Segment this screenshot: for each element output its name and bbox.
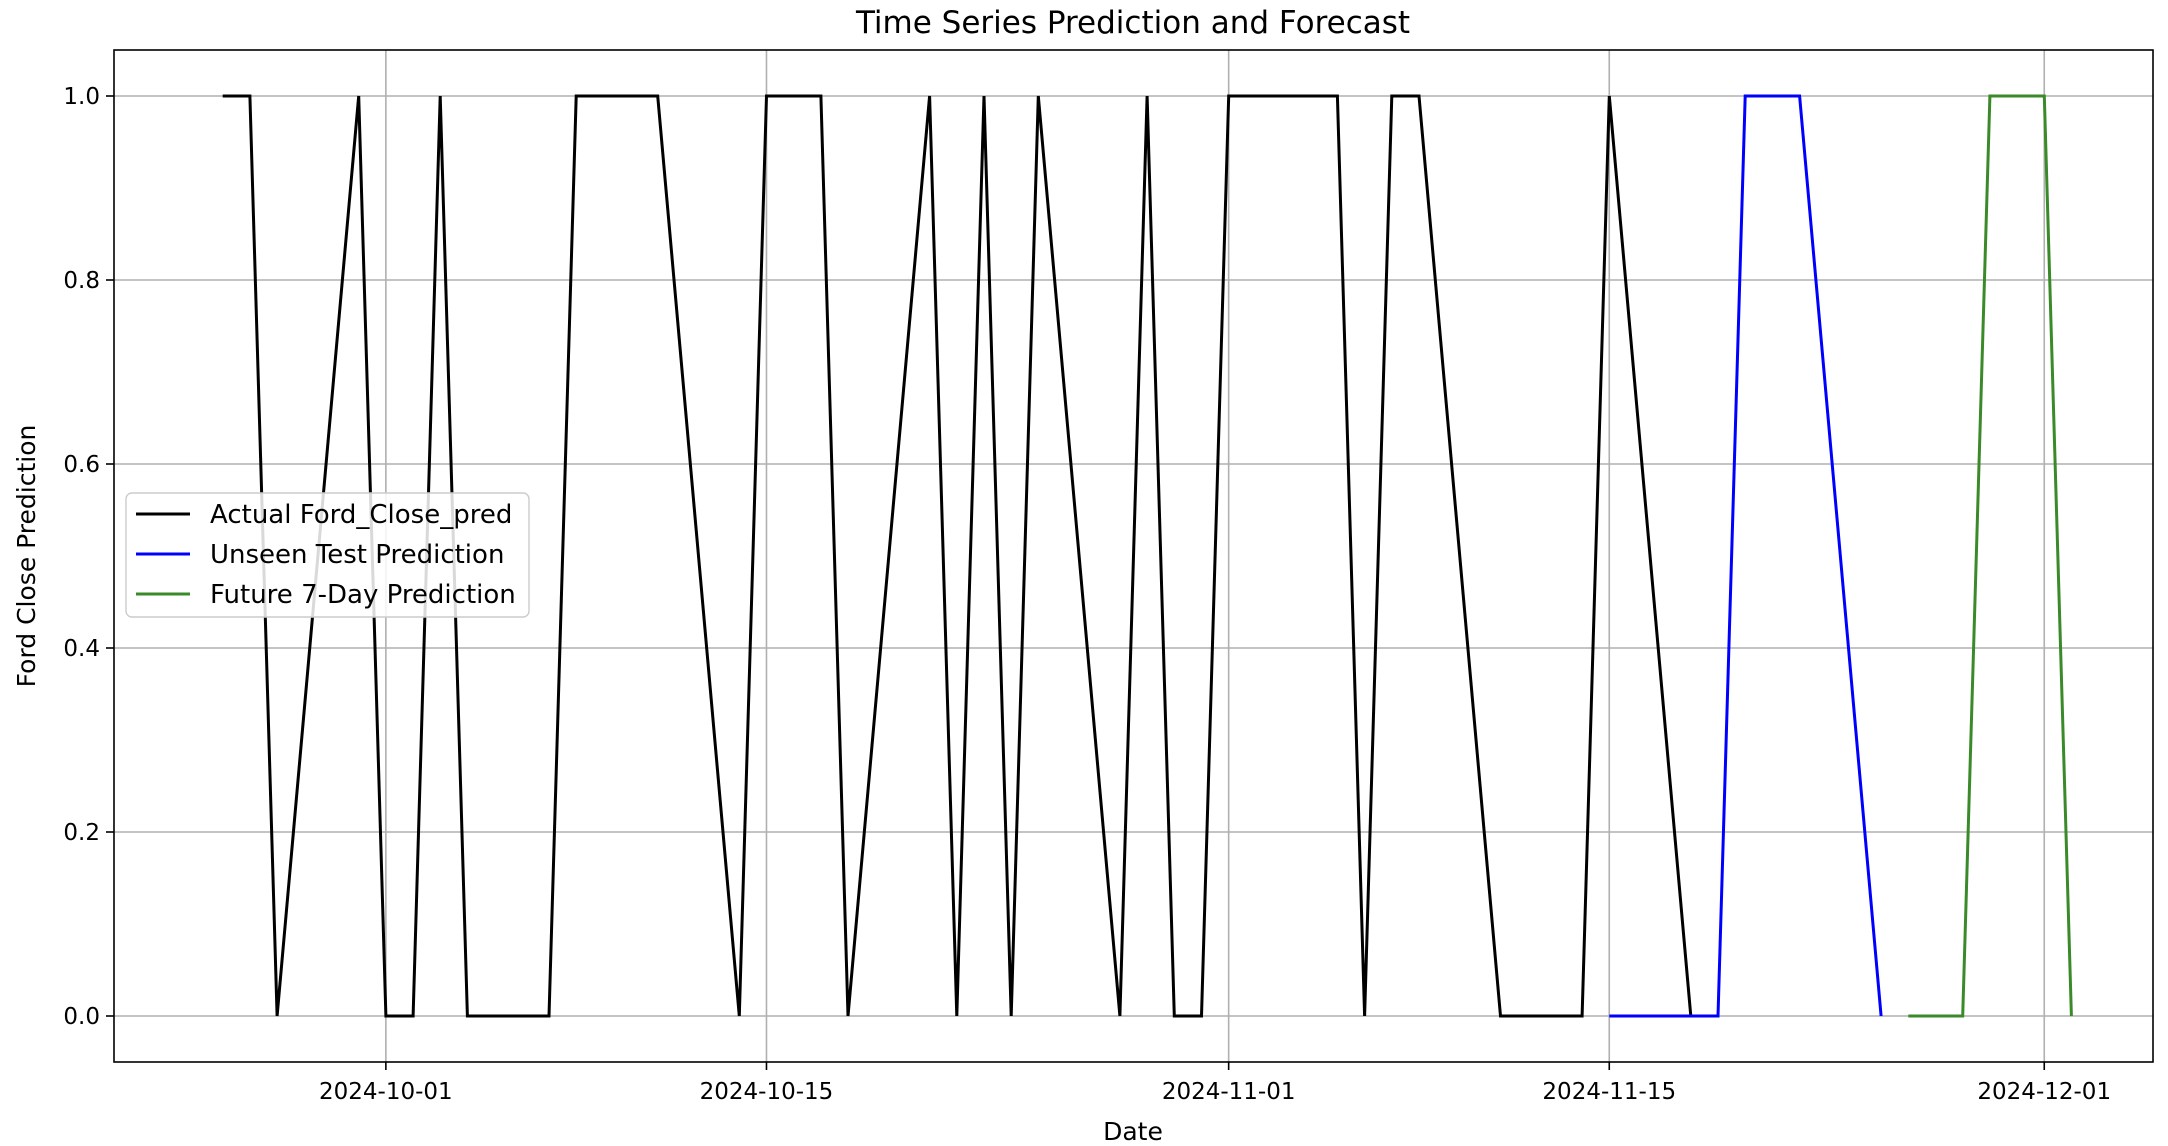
- legend-box: [125, 492, 530, 618]
- legend-label-future-7-day: Future 7-Day Prediction: [210, 580, 516, 610]
- y-axis-label: Ford Close Prediction: [12, 425, 41, 688]
- series-line-unseen-test: [1609, 94, 1883, 1018]
- plot-frame: [113, 49, 2154, 1063]
- series-line-future-7-day: [1908, 94, 2073, 1018]
- x-axis-ticks: 2024-10-01 2024-10-15 2024-11-01 2024-11-15…: [319, 1062, 2111, 1105]
- series-line-actual: [222, 94, 1693, 1018]
- legend: Actual Ford_Close_pred Unseen Test Predi…: [125, 492, 530, 618]
- y-tick-label: 0.4: [63, 636, 100, 662]
- x-tick-label: 2024-12-01: [1977, 1079, 2111, 1105]
- x-tick-label: 2024-10-15: [700, 1079, 834, 1105]
- chart-title: Time Series Prediction and Forecast: [855, 5, 1410, 41]
- y-tick-label: 0.8: [63, 268, 100, 294]
- y-tick-label: 0.2: [63, 820, 100, 846]
- x-tick-label: 2024-10-01: [319, 1079, 453, 1105]
- x-tick-label: 2024-11-15: [1542, 1079, 1676, 1105]
- x-tick-label: 2024-11-01: [1162, 1079, 1296, 1105]
- y-tick-label: 1.0: [63, 84, 100, 110]
- legend-label-actual: Actual Ford_Close_pred: [210, 500, 512, 530]
- legend-label-unseen-test: Unseen Test Prediction: [210, 540, 504, 570]
- x-axis-label: Date: [1103, 1117, 1163, 1146]
- y-tick-label: 0.6: [63, 452, 100, 478]
- grid: [114, 50, 2153, 1062]
- y-tick-label: 0.0: [63, 1004, 100, 1030]
- series-lines: [222, 94, 2073, 1018]
- y-axis-ticks: 0.0 0.2 0.4 0.6 0.8 1.0: [63, 84, 114, 1030]
